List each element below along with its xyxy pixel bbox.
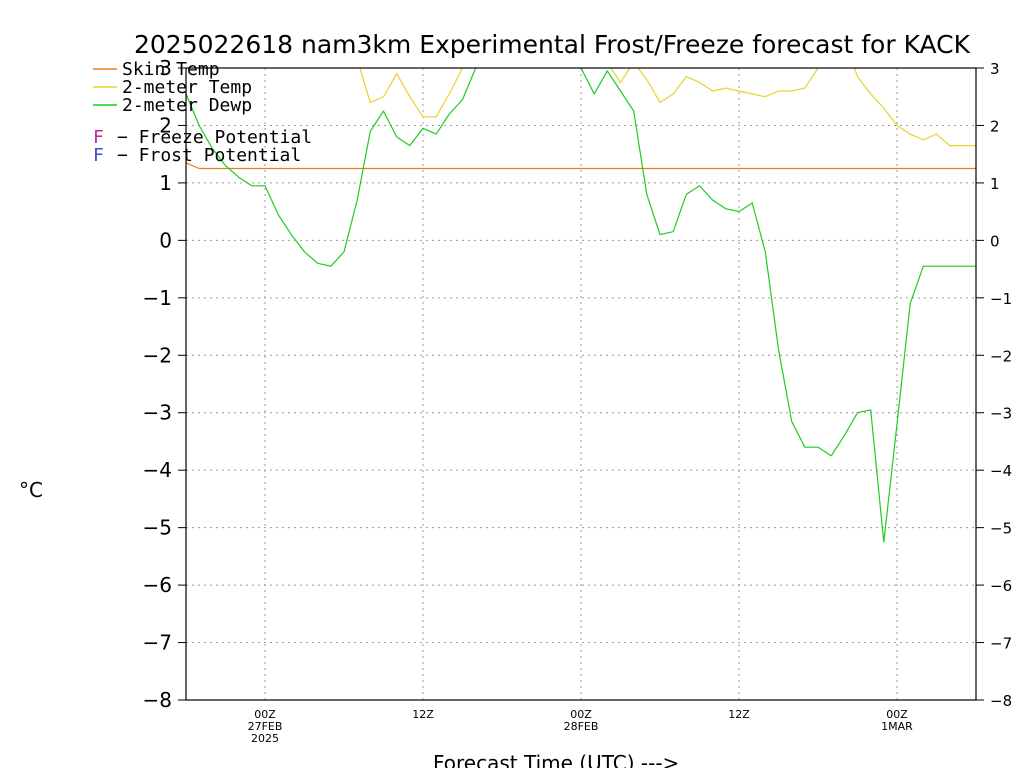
x-tick-label: 28FEB bbox=[564, 720, 599, 733]
y-tick-label-right: −4 bbox=[990, 462, 1012, 480]
series-line-2-meter-dewp bbox=[186, 68, 976, 543]
y-tick-label-left: −4 bbox=[143, 458, 172, 482]
chart-title: 2025022618 nam3km Experimental Frost/Fre… bbox=[134, 30, 971, 59]
x-tick-label: 00Z bbox=[254, 708, 276, 721]
y-tick-label-right: 3 bbox=[990, 60, 1000, 78]
y-tick-label-left: 2 bbox=[159, 113, 172, 137]
y-tick-label-left: −7 bbox=[143, 631, 172, 655]
series-line-2-meter-temp bbox=[359, 68, 976, 147]
x-tick-label: 00Z bbox=[886, 708, 908, 721]
legend-label: 2-meter Dewp bbox=[122, 95, 252, 116]
legend-note-glyph: F bbox=[93, 127, 104, 148]
x-tick-label: 12Z bbox=[728, 708, 750, 721]
y-tick-label-left: 3 bbox=[159, 56, 172, 80]
y-tick-label-left: −8 bbox=[143, 688, 172, 712]
y-axis-unit: °C bbox=[19, 478, 43, 502]
x-tick-label: 2025 bbox=[251, 732, 279, 745]
y-axis-ticks: −8 −8 −7 −7 −6 −6 −5 −5 −4 −4 −3 −3 −2 −2 −1 −1 0 0 1 1 2 2 3 3 bbox=[143, 56, 1013, 712]
y-tick-label-right: −8 bbox=[990, 692, 1012, 710]
x-axis-title: Forecast Time (UTC) ---> bbox=[433, 751, 679, 768]
series-lines bbox=[186, 68, 976, 543]
y-tick-label-left: −2 bbox=[143, 343, 172, 367]
y-tick-label-right: −3 bbox=[990, 405, 1012, 423]
y-tick-label-right: −2 bbox=[990, 347, 1012, 365]
legend-note-label: − Frost Potential bbox=[117, 145, 301, 166]
legend-label: 2-meter Temp bbox=[122, 77, 252, 98]
legend-label: Skin Temp bbox=[122, 59, 220, 80]
y-tick-label-right: −7 bbox=[990, 635, 1012, 653]
y-tick-label-left: −1 bbox=[143, 286, 172, 310]
y-tick-label-right: 0 bbox=[990, 232, 1000, 250]
y-tick-label-right: −1 bbox=[990, 290, 1012, 308]
y-tick-label-left: 0 bbox=[159, 228, 172, 252]
grid-lines bbox=[186, 68, 976, 700]
x-tick-label: 00Z bbox=[570, 708, 592, 721]
x-tick-label: 1MAR bbox=[881, 720, 913, 733]
legend-note-label: − Freeze Potential bbox=[117, 127, 312, 148]
y-tick-label-right: −5 bbox=[990, 520, 1012, 538]
y-tick-label-left: −5 bbox=[143, 516, 172, 540]
y-tick-label-left: −6 bbox=[143, 573, 172, 597]
y-tick-label-left: 1 bbox=[159, 171, 172, 195]
series-line-skin-temp bbox=[186, 162, 976, 170]
y-tick-label-right: −6 bbox=[990, 577, 1012, 595]
y-tick-label-right: 2 bbox=[990, 117, 1000, 135]
x-tick-label: 12Z bbox=[412, 708, 434, 721]
y-tick-label-right: 1 bbox=[990, 175, 1000, 193]
x-tick-label: 27FEB bbox=[248, 720, 283, 733]
plot-frame bbox=[185, 67, 977, 701]
y-tick-label-left: −3 bbox=[143, 401, 172, 425]
legend-note-glyph: F bbox=[93, 145, 104, 166]
